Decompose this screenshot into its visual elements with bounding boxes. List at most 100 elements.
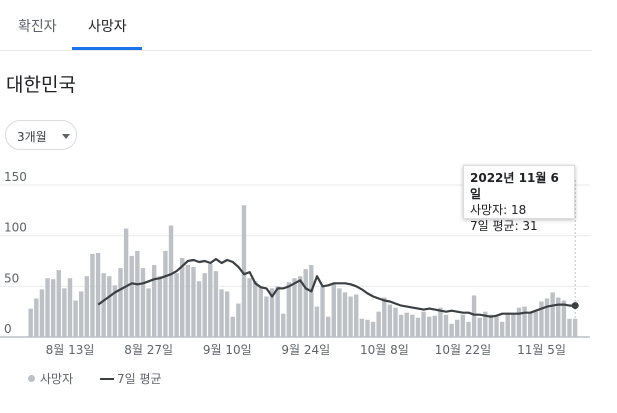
death-bar[interactable]	[191, 267, 196, 337]
death-bar[interactable]	[219, 289, 224, 337]
death-bar[interactable]	[376, 311, 381, 337]
tab-confirmed[interactable]: 확진자	[18, 19, 57, 35]
death-bar[interactable]	[455, 319, 460, 337]
death-bar[interactable]	[438, 307, 443, 337]
death-bar[interactable]	[50, 279, 56, 337]
death-bar[interactable]	[354, 294, 359, 337]
death-bar[interactable]	[180, 257, 185, 337]
death-bar[interactable]	[168, 225, 174, 337]
death-bar[interactable]	[297, 276, 303, 337]
death-bar[interactable]	[135, 250, 140, 337]
death-bar[interactable]	[90, 253, 95, 337]
death-bar[interactable]	[112, 285, 118, 337]
death-bar[interactable]	[236, 303, 241, 337]
death-bar[interactable]	[544, 298, 550, 337]
death-bar[interactable]	[286, 282, 292, 337]
death-bar[interactable]	[140, 268, 146, 337]
death-bar[interactable]	[196, 281, 202, 337]
death-bar[interactable]	[258, 286, 264, 337]
death-bar[interactable]	[101, 273, 106, 337]
death-bar[interactable]	[331, 283, 336, 337]
death-bar[interactable]	[527, 311, 533, 337]
death-bar[interactable]	[314, 306, 320, 337]
death-bar[interactable]	[202, 273, 207, 337]
death-bar[interactable]	[45, 278, 50, 337]
death-bar[interactable]	[56, 270, 61, 337]
death-bar[interactable]	[118, 268, 123, 337]
death-bar[interactable]	[208, 264, 213, 337]
death-bar[interactable]	[157, 276, 162, 337]
death-bar[interactable]	[415, 317, 421, 337]
death-bar[interactable]	[213, 271, 219, 337]
death-bar[interactable]	[398, 314, 404, 337]
death-bar[interactable]	[443, 314, 449, 337]
death-bar[interactable]	[73, 300, 78, 337]
death-bar[interactable]	[107, 276, 112, 337]
death-bar[interactable]	[292, 278, 297, 337]
range-dropdown-button[interactable]: 3개월	[5, 120, 77, 150]
death-bar[interactable]	[572, 318, 578, 337]
death-bar[interactable]	[348, 296, 353, 337]
death-bar[interactable]	[533, 311, 539, 337]
death-bar[interactable]	[174, 273, 179, 337]
death-bar[interactable]	[163, 250, 168, 337]
death-bar[interactable]	[79, 291, 84, 337]
death-bar[interactable]	[387, 304, 393, 337]
death-bar[interactable]	[303, 269, 308, 337]
death-bar[interactable]	[325, 316, 331, 337]
death-bar[interactable]	[567, 318, 572, 337]
death-bar[interactable]	[460, 314, 466, 337]
death-bar[interactable]	[337, 288, 342, 337]
death-bar[interactable]	[410, 314, 415, 337]
death-bar[interactable]	[370, 321, 376, 337]
death-bar[interactable]	[252, 281, 258, 337]
death-bar[interactable]	[129, 255, 134, 337]
death-bar[interactable]	[511, 313, 516, 337]
death-bar[interactable]	[230, 316, 235, 337]
death-bar[interactable]	[483, 311, 488, 337]
death-bar[interactable]	[342, 292, 348, 337]
death-bar[interactable]	[67, 278, 73, 337]
death-bar[interactable]	[264, 296, 269, 337]
death-bar[interactable]	[449, 323, 454, 337]
death-bar[interactable]	[185, 265, 191, 337]
death-bar[interactable]	[494, 316, 499, 337]
death-bar[interactable]	[365, 319, 370, 337]
death-bar[interactable]	[499, 321, 505, 337]
death-bar[interactable]	[556, 297, 561, 337]
death-bar[interactable]	[95, 252, 101, 337]
death-bar[interactable]	[421, 311, 426, 337]
death-bar[interactable]	[281, 313, 286, 337]
death-bar[interactable]	[151, 265, 157, 337]
death-bar[interactable]	[432, 315, 437, 337]
death-bar[interactable]	[471, 295, 477, 337]
death-bar[interactable]	[539, 301, 544, 337]
death-bar[interactable]	[241, 205, 247, 337]
death-bar[interactable]	[359, 318, 365, 337]
death-bar[interactable]	[522, 306, 527, 337]
death-bar[interactable]	[550, 292, 555, 337]
death-bar[interactable]	[382, 297, 387, 337]
death-bar[interactable]	[426, 316, 432, 337]
death-bar[interactable]	[466, 321, 471, 337]
death-bar[interactable]	[393, 307, 398, 337]
death-bar[interactable]	[269, 288, 275, 337]
death-bar[interactable]	[309, 265, 314, 337]
death-bar[interactable]	[404, 312, 409, 337]
death-bar[interactable]	[146, 288, 151, 337]
death-bar[interactable]	[62, 288, 67, 337]
death-bar[interactable]	[84, 276, 90, 337]
death-bar[interactable]	[320, 286, 325, 337]
death-bar[interactable]	[561, 300, 567, 337]
death-bar[interactable]	[224, 291, 230, 337]
death-bar[interactable]	[28, 308, 33, 337]
tab-deaths[interactable]: 사망자	[88, 19, 127, 35]
death-bar[interactable]	[477, 317, 482, 337]
death-bar[interactable]	[247, 278, 252, 337]
death-bar[interactable]	[516, 307, 522, 337]
death-bar[interactable]	[488, 314, 494, 337]
death-bar[interactable]	[275, 286, 280, 337]
death-bar[interactable]	[39, 289, 45, 337]
death-bar[interactable]	[123, 228, 129, 337]
death-bar[interactable]	[505, 312, 510, 337]
